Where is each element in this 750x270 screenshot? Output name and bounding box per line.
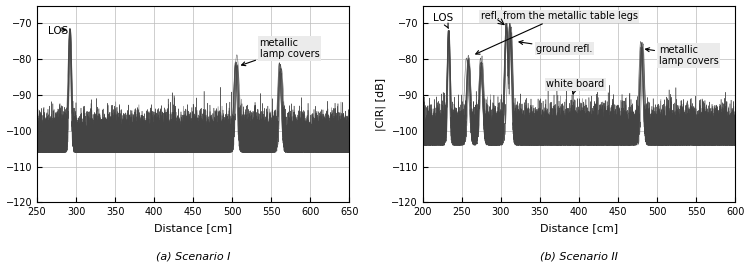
Text: LOS: LOS	[48, 26, 68, 36]
Y-axis label: |CIR| [dB]: |CIR| [dB]	[375, 77, 386, 131]
Text: (b) Scenario II: (b) Scenario II	[540, 252, 618, 262]
Text: metallic
lamp covers: metallic lamp covers	[646, 45, 718, 66]
Text: white board: white board	[546, 79, 604, 94]
X-axis label: Distance [cm]: Distance [cm]	[154, 223, 232, 233]
X-axis label: Distance [cm]: Distance [cm]	[540, 223, 618, 233]
Text: ground refl.: ground refl.	[519, 40, 593, 53]
Text: metallic
lamp covers: metallic lamp covers	[242, 38, 320, 66]
Text: LOS: LOS	[433, 13, 453, 28]
Text: refl. from the metallic table legs: refl. from the metallic table legs	[476, 11, 638, 54]
Text: (a) Scenario I: (a) Scenario I	[156, 252, 230, 262]
